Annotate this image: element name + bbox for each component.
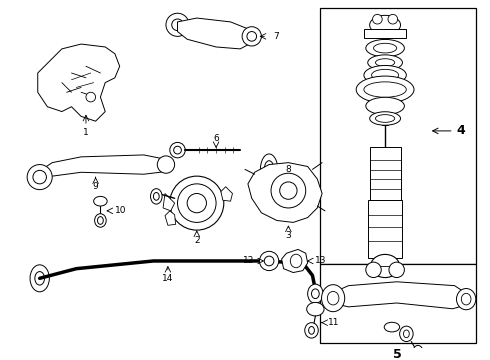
Polygon shape [221,187,232,201]
Ellipse shape [260,251,279,271]
Ellipse shape [356,76,414,103]
Ellipse shape [30,265,49,292]
Ellipse shape [264,161,274,178]
Ellipse shape [172,19,183,31]
Ellipse shape [384,322,400,332]
Text: 1: 1 [83,128,89,137]
Ellipse shape [98,217,103,224]
Ellipse shape [307,302,324,316]
Polygon shape [165,211,175,225]
Ellipse shape [366,262,381,278]
Ellipse shape [242,27,261,46]
Ellipse shape [373,43,397,53]
Ellipse shape [321,285,344,312]
Text: 10: 10 [115,206,126,215]
Text: 11: 11 [328,318,340,327]
Ellipse shape [187,193,206,213]
Text: 8: 8 [286,165,291,174]
Text: 2: 2 [194,236,199,245]
Ellipse shape [327,292,339,305]
Ellipse shape [157,156,174,173]
Bar [369,147,400,201]
Polygon shape [38,155,168,184]
Ellipse shape [247,32,257,41]
Polygon shape [282,249,308,273]
Ellipse shape [177,184,216,222]
Polygon shape [163,193,174,211]
Ellipse shape [170,176,224,230]
Ellipse shape [94,197,107,206]
Ellipse shape [388,14,397,24]
Text: 5: 5 [393,348,402,360]
Bar [368,201,402,258]
Text: 3: 3 [286,231,291,240]
Text: 9: 9 [93,182,98,191]
Ellipse shape [308,284,323,303]
Polygon shape [38,44,120,121]
Ellipse shape [413,345,423,357]
Text: 13: 13 [316,256,327,265]
Ellipse shape [309,327,315,334]
Polygon shape [177,18,255,49]
Bar [364,29,406,39]
Ellipse shape [305,323,318,338]
Ellipse shape [369,112,400,125]
Ellipse shape [280,182,297,199]
Ellipse shape [364,82,406,97]
Ellipse shape [389,262,404,278]
Text: 6: 6 [213,134,219,143]
Ellipse shape [150,189,162,204]
Polygon shape [248,163,322,222]
Ellipse shape [368,55,402,70]
Ellipse shape [364,66,406,85]
Ellipse shape [403,330,409,338]
Ellipse shape [461,293,471,305]
Text: 14: 14 [162,274,173,283]
Ellipse shape [173,146,181,154]
Ellipse shape [370,255,399,278]
Ellipse shape [95,214,106,227]
Ellipse shape [375,114,395,122]
Ellipse shape [271,173,306,208]
Ellipse shape [153,193,159,200]
Ellipse shape [371,69,398,81]
Text: 4: 4 [457,125,465,138]
Ellipse shape [27,165,52,190]
Ellipse shape [369,15,400,35]
Ellipse shape [366,97,404,114]
Ellipse shape [166,13,189,36]
Ellipse shape [86,92,96,102]
Ellipse shape [366,40,404,57]
Text: 7: 7 [273,32,279,41]
Text: 12: 12 [243,256,255,265]
Bar [319,8,475,265]
Ellipse shape [400,326,413,342]
Ellipse shape [457,288,476,310]
Ellipse shape [33,170,47,184]
Ellipse shape [312,289,319,298]
Ellipse shape [290,254,302,268]
Ellipse shape [170,143,185,158]
Polygon shape [331,282,469,309]
Ellipse shape [372,14,382,24]
Ellipse shape [260,154,278,185]
Ellipse shape [264,256,274,266]
Bar [319,265,475,342]
Ellipse shape [375,59,395,67]
Ellipse shape [35,271,45,285]
